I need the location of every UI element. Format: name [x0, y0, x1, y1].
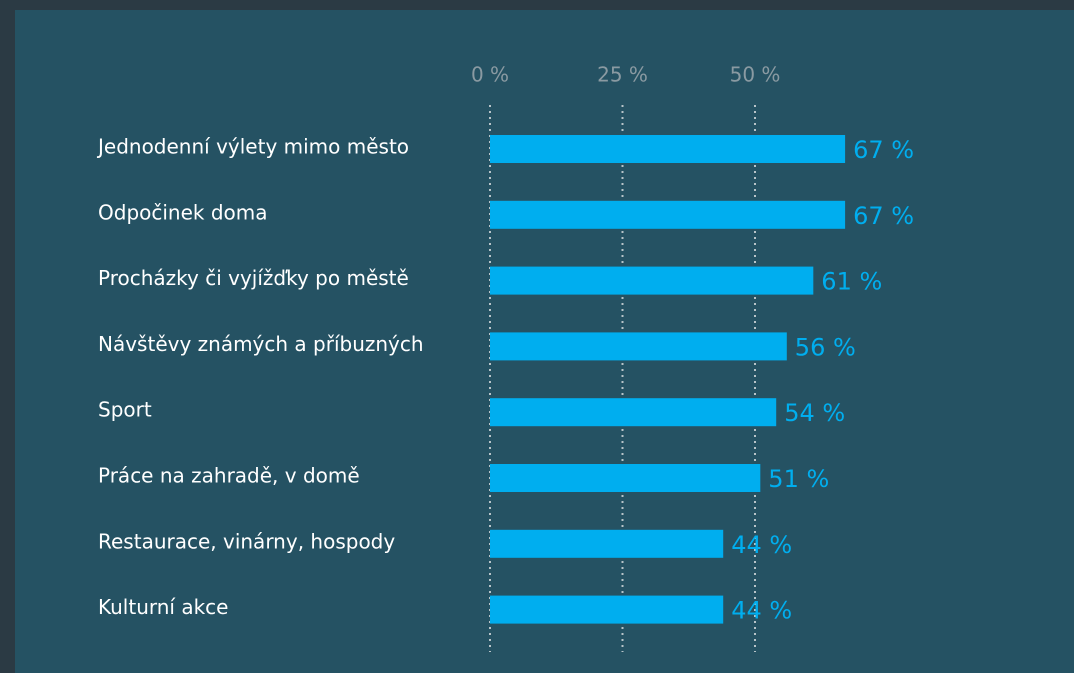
value-label: 51 %: [768, 465, 829, 493]
category-label: Odpočinek doma: [98, 200, 268, 224]
bar: [490, 135, 846, 163]
value-label: 44 %: [731, 531, 792, 559]
bar: [490, 200, 846, 229]
bar: [490, 595, 724, 624]
category-label: Procházky či vyjížďky po městě: [98, 266, 409, 290]
value-label: 56 %: [795, 333, 856, 361]
category-label: Práce na zahradě, v domě: [98, 464, 360, 488]
category-label: Jednodenní výlety mimo město: [96, 135, 409, 159]
category-label: Kulturní akce: [98, 595, 228, 619]
bar: [490, 332, 787, 361]
bar: [490, 398, 777, 427]
category-label: Restaurace, vinárny, hospody: [98, 529, 395, 553]
category-label: Sport: [98, 398, 152, 422]
value-label: 61 %: [821, 268, 882, 296]
x-tick-label: 0 %: [471, 63, 509, 87]
value-label: 67 %: [853, 136, 914, 164]
bar: [490, 266, 814, 295]
value-label: 44 %: [731, 597, 792, 625]
x-tick-label: 50 %: [730, 63, 781, 87]
value-label: 54 %: [784, 399, 845, 427]
bar: [490, 464, 761, 492]
value-label: 67 %: [853, 202, 914, 230]
bar: [490, 529, 724, 558]
category-label: Návštěvy známých a příbuzných: [98, 332, 424, 356]
x-tick-label: 25 %: [597, 63, 648, 87]
